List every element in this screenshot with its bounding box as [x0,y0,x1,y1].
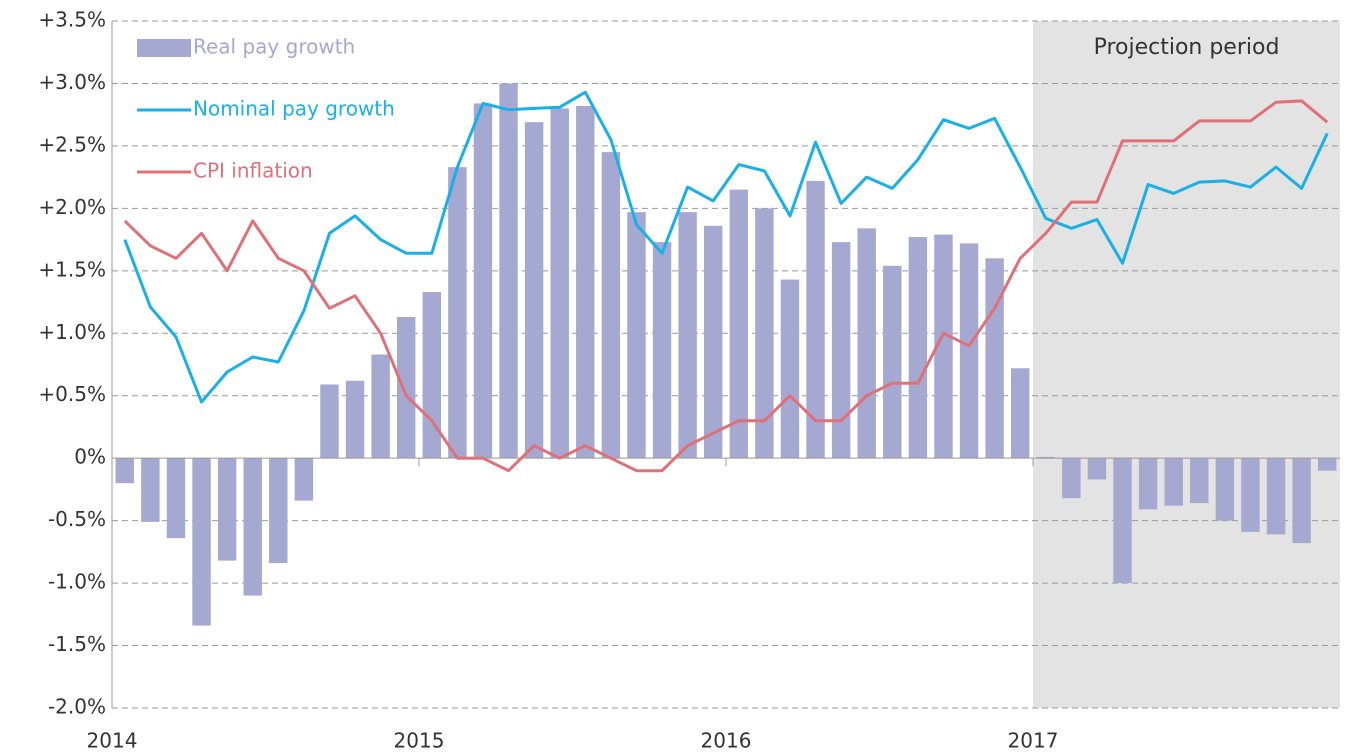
bar [780,279,800,459]
y-tick-label: +2.0% [38,195,106,219]
bar [217,458,237,561]
bar [192,458,211,626]
bar [627,212,646,459]
annotation: Projection period [1094,35,1280,60]
bar [422,292,442,459]
y-tick-label: 0% [74,445,106,469]
y-tick-label: -1.5% [48,632,106,656]
bar [448,167,467,459]
y-tick-label: +3.0% [38,70,106,94]
bar [1215,458,1235,521]
bar [959,243,979,459]
bar [703,225,723,459]
bar [1010,368,1030,459]
bar [269,458,288,564]
bar [1317,458,1337,471]
y-tick-label: +2.5% [38,132,106,156]
legend-swatch [137,39,191,57]
bar [678,212,697,459]
bar [1036,456,1056,459]
projection-shade [1033,21,1340,708]
bar [243,458,262,596]
legend-label: CPI inflation [193,159,313,183]
bar [115,458,135,484]
y-tick-label: -0.5% [48,507,106,531]
line [123,90,1329,404]
bar [396,317,416,459]
bar [499,83,518,459]
x-tick-label: 2016 [701,729,752,753]
bar [1266,458,1286,535]
bar [524,122,544,459]
bar [831,242,851,459]
bar [371,354,390,459]
bar [141,458,160,522]
y-tick-label: +3.5% [38,8,106,32]
bar [601,152,621,459]
bar [473,103,493,459]
y-tick-label: +1.5% [38,257,106,281]
y-tick-label: +1.0% [38,320,106,344]
line [123,99,1329,473]
bar [576,105,595,459]
bar [1292,458,1311,544]
bar [1241,458,1260,532]
legend-label: Nominal pay growth [193,97,395,121]
bar [857,228,876,459]
bar [652,242,672,459]
bar [908,237,928,459]
bar [1087,458,1107,480]
x-tick-label: 2015 [394,729,445,753]
y-tick-label: -1.0% [48,570,106,594]
x-tick-label: 2017 [1008,729,1059,753]
x-tick-label: 2014 [87,729,138,753]
bar [294,458,314,501]
bar [934,234,953,459]
bar [1138,458,1158,510]
bar [806,180,825,459]
y-tick-label: -2.0% [48,695,106,719]
bar [1062,458,1081,499]
y-tick-label: +0.5% [38,382,106,406]
bar [345,380,365,459]
bar [883,265,902,459]
bar [729,189,749,459]
bar [166,458,186,539]
bar [550,108,569,459]
legend-label: Real pay growth [193,35,355,59]
bar [985,258,1004,459]
bar [1113,458,1132,584]
bar [1164,458,1183,506]
bar [755,208,774,459]
bar [1190,458,1209,504]
bar [320,384,339,459]
